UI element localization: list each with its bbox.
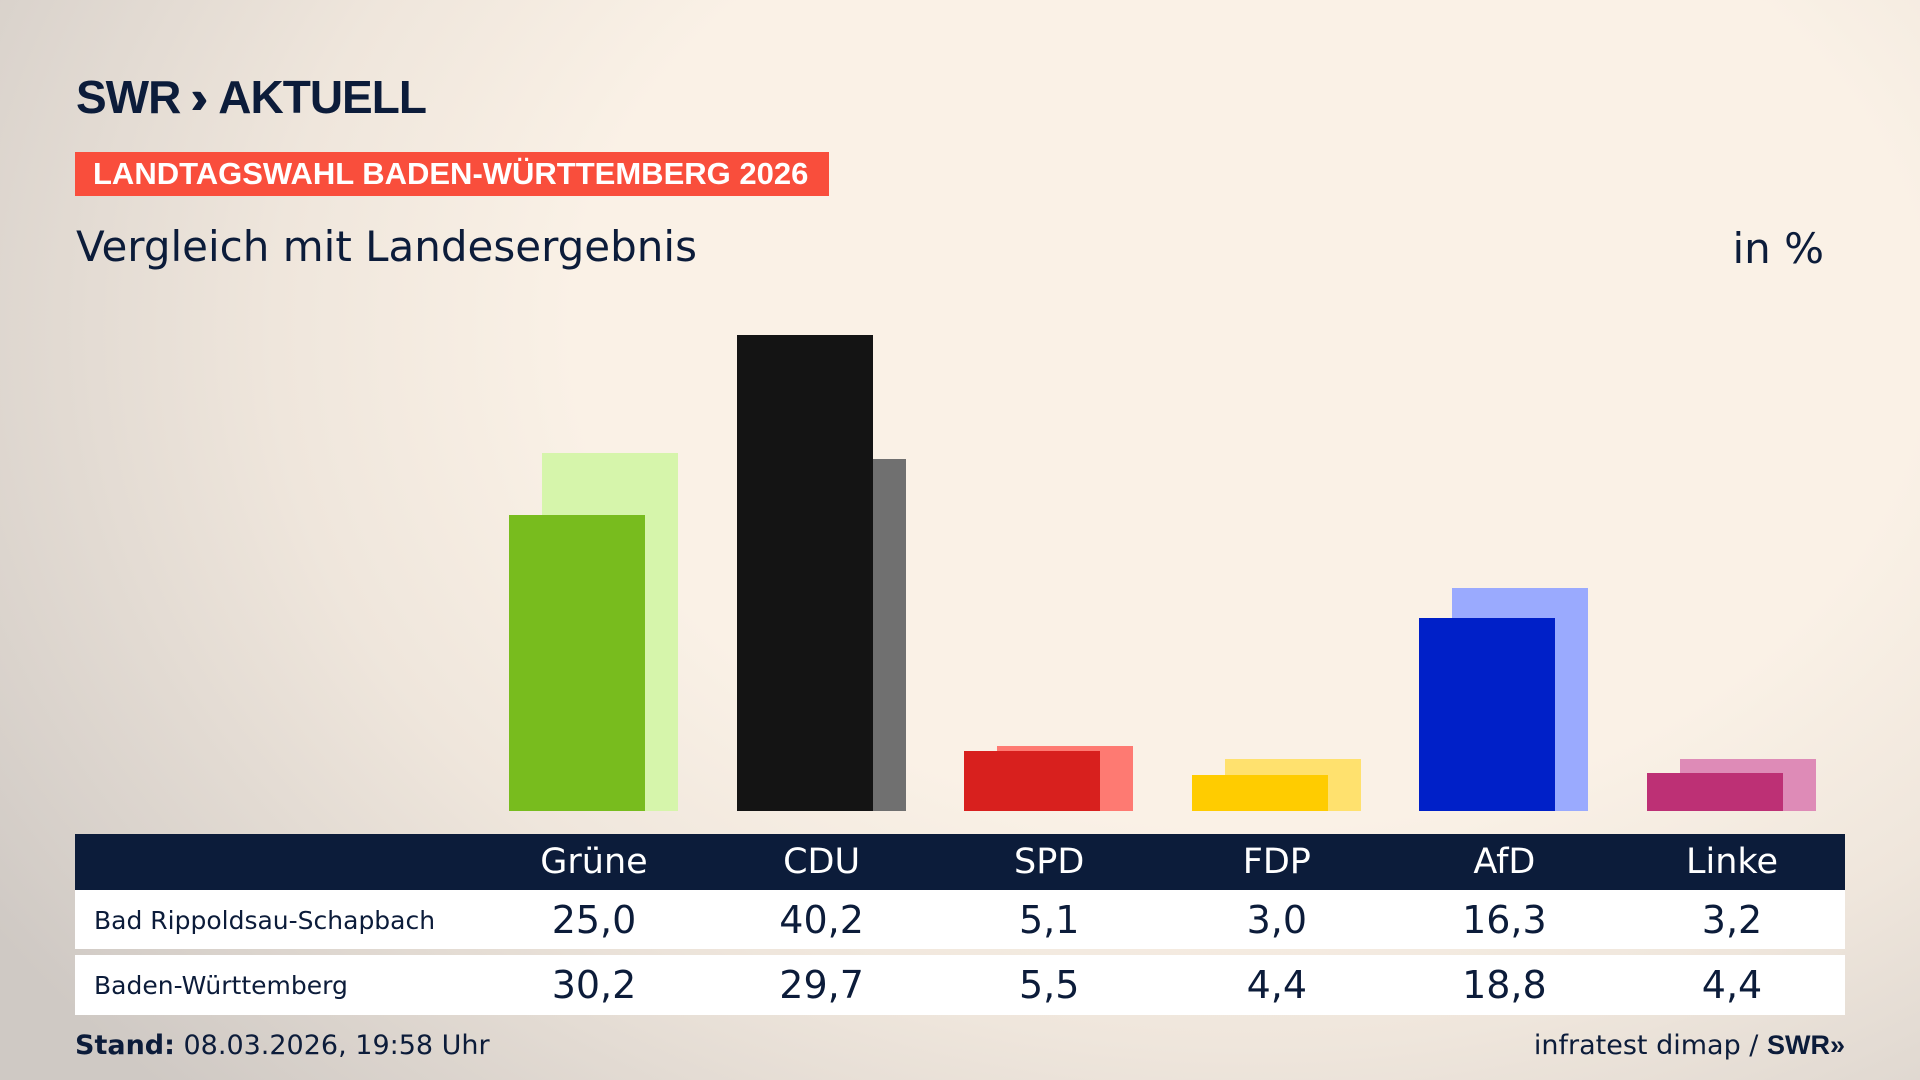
bar-linke-gemeinde xyxy=(1647,773,1783,811)
source-credit: infratest dimap / SWR» xyxy=(1534,1030,1845,1061)
chevron-icon: ››› xyxy=(190,71,208,123)
value-cell: 4,4 xyxy=(1701,963,1763,1007)
bar-afd-gemeinde xyxy=(1419,617,1556,811)
table-row: Bad Rippoldsau-Schapbach 25,0 40,2 5,1 3,0 1… xyxy=(75,890,1845,949)
value-cell: 3,2 xyxy=(1701,898,1763,942)
header-fdp: FDP xyxy=(1242,842,1311,882)
bar-cdu-gemeinde xyxy=(736,335,873,811)
bar-spd-gemeinde xyxy=(964,750,1101,811)
bar-grüne-gemeinde xyxy=(509,514,645,811)
value-cell: 5,1 xyxy=(1018,898,1080,942)
header-afd: AfD xyxy=(1473,842,1536,882)
swr-aktuell-logo: SWR ››› AKTUELL xyxy=(76,70,427,124)
timestamp: Stand: 08.03.2026, 19:58 Uhr xyxy=(75,1030,490,1061)
row-label: Bad Rippoldsau-Schapbach xyxy=(94,906,436,935)
row-label: Baden-Württemberg xyxy=(94,971,348,1000)
stand-label: Stand: xyxy=(75,1030,175,1061)
logo-aktuell: AKTUELL xyxy=(218,71,427,123)
source-text: infratest dimap / xyxy=(1533,1030,1767,1061)
value-cell: 5,5 xyxy=(1018,963,1080,1007)
chart-subtitle: Vergleich mit Landesergebnis xyxy=(76,222,697,271)
value-cell: 3,0 xyxy=(1246,898,1308,942)
unit-label: in % xyxy=(1732,224,1824,273)
header-grüne: Grüne xyxy=(540,842,648,882)
header-cdu: CDU xyxy=(783,842,861,882)
stand-value: 08.03.2026, 19:58 Uhr xyxy=(174,1030,490,1061)
table-header: Grüne CDU SPD FDP AfD Linke xyxy=(75,834,1845,890)
value-cell: 40,2 xyxy=(779,898,864,942)
value-cell: 18,8 xyxy=(1462,963,1547,1007)
header-spd: SPD xyxy=(1014,842,1085,882)
value-cell: 25,0 xyxy=(551,898,637,942)
logo-swr: SWR xyxy=(76,71,181,123)
value-cell: 4,4 xyxy=(1246,963,1308,1007)
value-cell: 29,7 xyxy=(779,963,864,1007)
value-cell: 30,2 xyxy=(551,963,637,1007)
value-cell: 16,3 xyxy=(1462,898,1547,942)
bar-fdp-gemeinde xyxy=(1191,775,1328,811)
header-linke: Linke xyxy=(1686,842,1778,882)
election-banner: LANDTAGSWAHL BADEN-WÜRTTEMBERG 2026 xyxy=(75,152,829,196)
swr-logo: SWR» xyxy=(1766,1030,1845,1060)
table-row: Baden-Württemberg 30,2 29,7 5,5 4,4 18,8 4,4 xyxy=(75,955,1845,1015)
